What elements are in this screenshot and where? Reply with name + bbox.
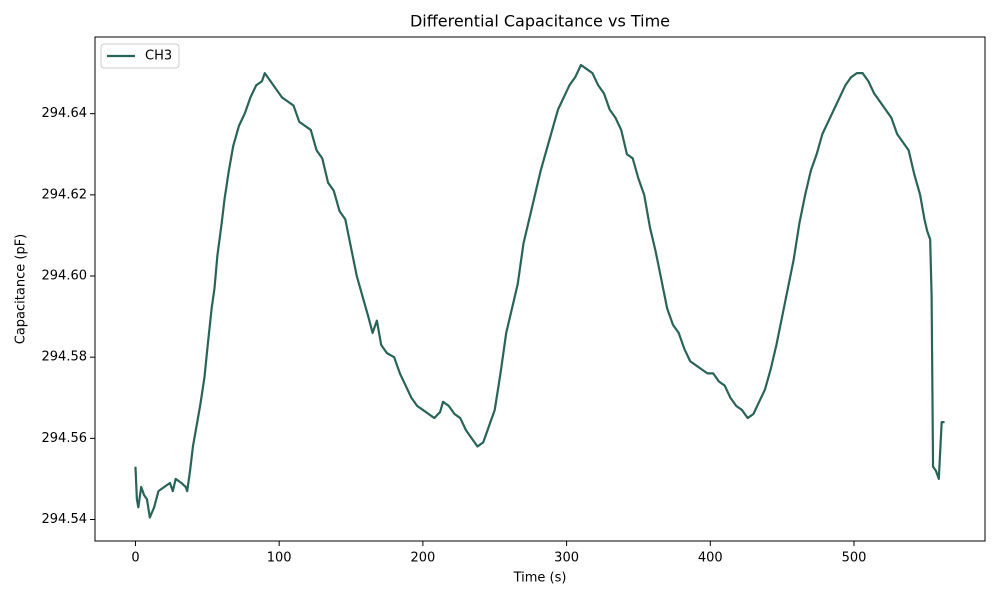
x-tick-label: 200: [410, 551, 435, 566]
x-tick-label: 100: [267, 551, 292, 566]
x-tick-label: 400: [698, 551, 723, 566]
y-tick-label: 294.60: [42, 269, 88, 284]
data-line: [134, 63, 945, 519]
y-tick-label: 294.54: [42, 512, 88, 527]
y-tick-label: 294.58: [42, 350, 88, 365]
y-tick-label: 294.62: [42, 187, 88, 202]
legend-box: [100, 43, 180, 69]
chart-title: Differential Capacitance vs Time: [410, 12, 670, 31]
y-axis-label: Capacitance (pF): [14, 234, 29, 344]
x-axis-label: Time (s): [513, 571, 567, 586]
y-tick-label: 294.64: [42, 106, 88, 121]
x-tick-label: 300: [554, 551, 579, 566]
y-tick-label: 294.56: [42, 431, 88, 446]
legend-label: CH3: [145, 49, 172, 64]
x-tick-label: 500: [842, 551, 867, 566]
plot-frame: [94, 36, 986, 542]
x-tick-label: 0: [131, 551, 139, 566]
